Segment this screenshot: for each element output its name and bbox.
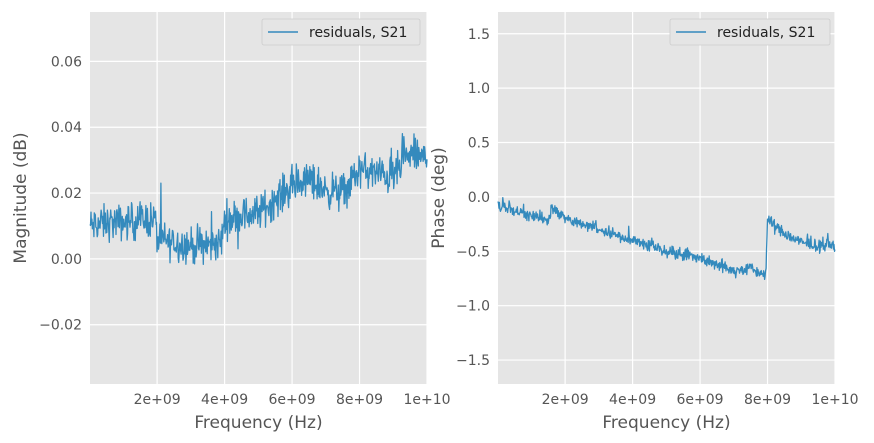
y-axis-label: Phase (deg) <box>429 147 449 248</box>
x-tick-label: 6e+09 <box>677 392 724 408</box>
x-tick-label: 2e+09 <box>134 392 181 408</box>
y-tick-label: 0.02 <box>51 186 82 202</box>
x-axis-label: Frequency (Hz) <box>194 413 322 433</box>
x-tick-label: 1e+10 <box>403 392 450 408</box>
x-tick-labels: 2e+09 4e+09 6e+09 8e+09 1e+10 <box>134 392 451 408</box>
y-tick-label: 0.00 <box>51 252 82 268</box>
legend-label: residuals, S21 <box>717 25 815 41</box>
legend-box <box>261 18 421 46</box>
y-tick-label: 1.0 <box>468 81 490 97</box>
x-tick-label: 6e+09 <box>269 392 316 408</box>
y-tick-label: 0.04 <box>51 120 82 136</box>
phase-chart: 2e+09 4e+09 6e+09 8e+09 1e+10 −1.5 −1.0 −0.5 0.… <box>429 12 859 433</box>
y-tick-label: 0.0 <box>468 190 490 206</box>
magnitude-chart: 2e+09 4e+09 6e+09 8e+09 1e+10 −0.02 0.00 0.02 0… <box>11 12 451 433</box>
y-axis-label: Magnitude (dB) <box>11 132 31 263</box>
series-line <box>89 132 428 265</box>
series-layer <box>89 132 428 265</box>
legend-box <box>669 18 831 46</box>
y-tick-label: −0.5 <box>456 244 490 260</box>
y-tick-label: 1.5 <box>468 27 490 43</box>
plot-area-background <box>498 12 835 384</box>
y-tick-label: 0.06 <box>51 54 82 70</box>
legend: residuals, S21 <box>669 18 831 46</box>
y-tick-label: −0.02 <box>39 318 82 334</box>
legend: residuals, S21 <box>261 18 421 46</box>
x-axis-label: Frequency (Hz) <box>602 413 730 433</box>
x-tick-labels: 2e+09 4e+09 6e+09 8e+09 1e+10 <box>542 392 859 408</box>
y-tick-label: 0.5 <box>468 136 490 152</box>
y-tick-label: −1.0 <box>456 299 490 315</box>
y-tick-labels: −1.5 −1.0 −0.5 0.0 0.5 1.0 1.5 <box>456 27 490 369</box>
series-line <box>497 196 836 281</box>
y-tick-labels: −0.02 0.00 0.02 0.04 0.06 <box>39 54 82 333</box>
x-tick-label: 2e+09 <box>542 392 589 408</box>
x-tick-label: 4e+09 <box>201 392 248 408</box>
legend-label: residuals, S21 <box>309 25 407 41</box>
grid-lines <box>498 12 836 384</box>
x-tick-label: 8e+09 <box>744 392 791 408</box>
series-layer <box>497 196 836 281</box>
x-tick-label: 1e+10 <box>811 392 858 408</box>
x-tick-label: 8e+09 <box>336 392 383 408</box>
y-tick-label: −1.5 <box>456 353 490 369</box>
grid-lines <box>90 12 428 384</box>
x-tick-label: 4e+09 <box>609 392 656 408</box>
plot-area-background <box>90 12 427 384</box>
